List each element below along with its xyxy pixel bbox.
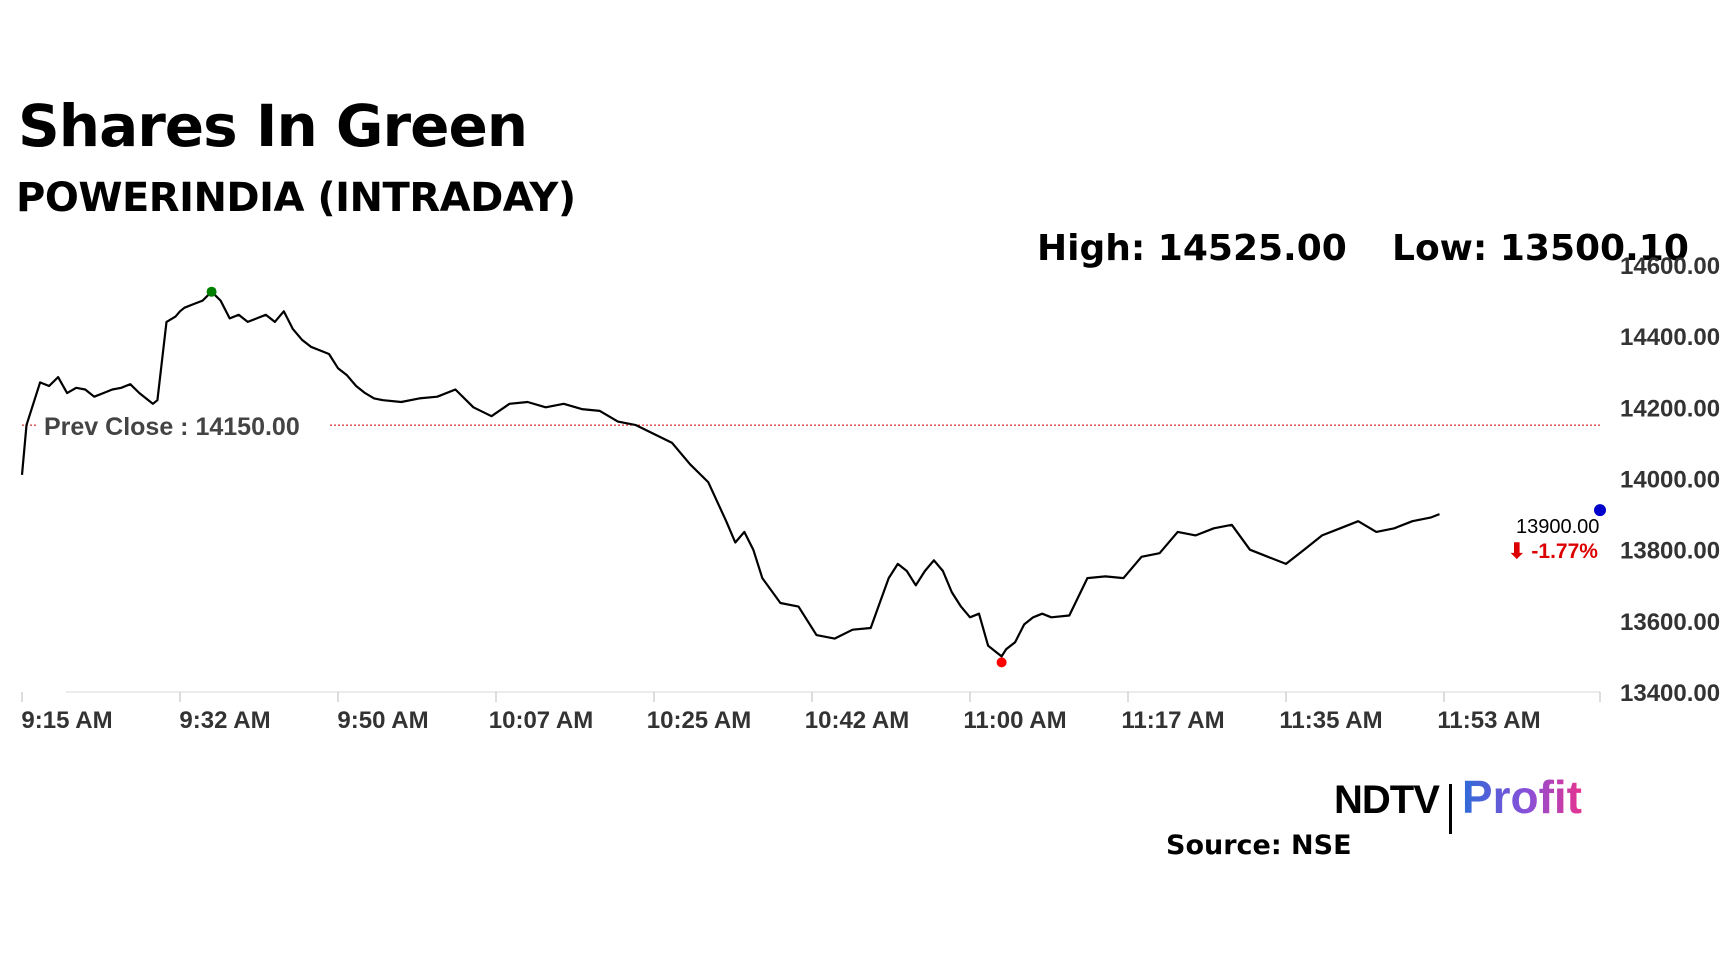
x-tick-label: 10:42 AM (805, 707, 909, 734)
x-tick-label: 11:17 AM (1121, 707, 1224, 734)
x-tick-label: 9:15 AM (21, 707, 112, 734)
y-tick-label: 13600.00 (1620, 609, 1720, 636)
y-tick-label: 14000.00 (1620, 467, 1720, 494)
prev-close-label: Prev Close : 14150.00 (44, 413, 300, 441)
x-tick-label: 9:50 AM (337, 707, 428, 734)
last-price-marker (1594, 504, 1606, 517)
chart-title: Shares In Green (18, 92, 528, 160)
x-axis: 9:15 AM 9:32 AM 9:50 AM 10:07 AM 10:25 AM 10:… (21, 691, 1601, 734)
high-stat: High: 14525.00 (1037, 228, 1347, 269)
x-tick-label: 9:32 AM (179, 707, 270, 734)
x-tick-label: 11:35 AM (1279, 707, 1382, 734)
chart-subtitle: POWERINDIA (INTRADAY) (16, 175, 576, 221)
x-tick-label: 11:53 AM (1437, 707, 1540, 734)
source-note: Source: NSE (1166, 830, 1352, 861)
last-price-label: 13900.00 (1516, 516, 1599, 538)
price-series-line (20, 290, 1440, 658)
logo-ndtv: NDTV (1334, 778, 1440, 822)
low-marker (996, 657, 1007, 668)
y-tick-label: 13800.00 (1620, 538, 1720, 565)
logo-profit: Profit (1461, 771, 1582, 823)
x-tick-label: 11:00 AM (963, 707, 1066, 734)
high-marker (206, 286, 217, 297)
prev-close-label-background (38, 409, 330, 442)
x-tick-label: 10:25 AM (647, 707, 751, 734)
y-tick-label: 14200.00 (1620, 395, 1720, 422)
change-percent-label: ⬇ -1.77% (1508, 540, 1598, 563)
x-tick-label: 10:07 AM (489, 707, 593, 734)
low-stat: Low: 13500.10 (1392, 228, 1689, 269)
logo-separator (1448, 783, 1452, 834)
y-tick-label: 14600.00 (1620, 253, 1720, 280)
y-axis: 14600.00 14400.00 14200.00 14000.00 13800.00… (1620, 253, 1720, 707)
y-tick-label: 14400.00 (1620, 324, 1720, 351)
ndtv-profit-logo: NDTV Profit (1334, 770, 1582, 834)
y-tick-label: 13400.00 (1620, 680, 1720, 707)
